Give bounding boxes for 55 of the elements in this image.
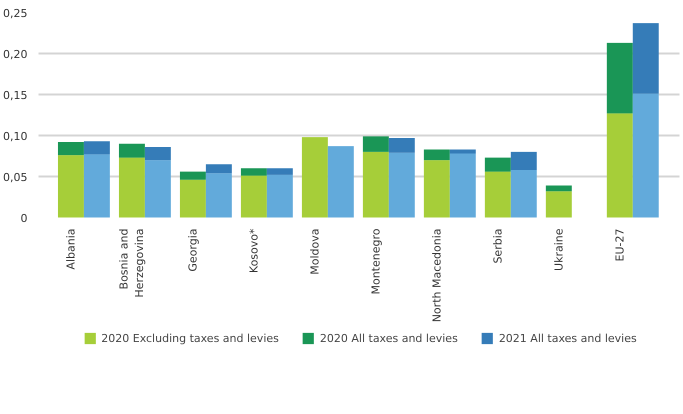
- bar: [362, 136, 389, 152]
- bar: [388, 152, 415, 218]
- bar: [546, 191, 572, 218]
- bar: [266, 174, 293, 218]
- bar: [450, 149, 476, 154]
- bar: [484, 172, 511, 218]
- bar: [510, 170, 537, 218]
- bar: [632, 23, 659, 94]
- bar: [546, 186, 572, 192]
- y-tick-label: 0,20: [3, 48, 28, 61]
- x-tick-label: North Macedonia: [430, 228, 444, 322]
- bar: [180, 180, 206, 218]
- bar: [144, 146, 171, 160]
- bar: [484, 158, 511, 172]
- bar: [632, 94, 659, 218]
- bar: [84, 154, 110, 218]
- y-tick-label: 0,10: [3, 130, 28, 143]
- bar: [206, 164, 232, 174]
- y-tick-label: 0,15: [3, 89, 28, 102]
- bar: [362, 152, 389, 218]
- bar: [180, 172, 206, 180]
- bar: [118, 158, 145, 218]
- legend-label: 2020 All taxes and levies: [320, 332, 458, 344]
- x-tick-label: Serbia: [491, 228, 504, 264]
- bar: [388, 138, 415, 153]
- bar: [606, 113, 633, 218]
- bar: [58, 155, 84, 218]
- bar: [510, 152, 537, 170]
- bar: [84, 141, 110, 154]
- x-tick-label: Bosnia and Herzegovina: [118, 228, 146, 298]
- legend-label: 2020 Excluding taxes and levies: [101, 332, 279, 344]
- bar: [266, 168, 293, 175]
- bar: [606, 42, 633, 114]
- bar: [424, 160, 450, 218]
- y-tick-label: 0,25: [3, 7, 28, 20]
- bar: [118, 144, 145, 158]
- x-tick-label: Ukraine: [552, 228, 566, 271]
- x-tick-label: Georgia: [186, 228, 200, 272]
- x-tick-label: Albania: [64, 228, 78, 270]
- bar: [144, 160, 171, 218]
- y-tick-label: 0,05: [3, 171, 28, 184]
- bar: [328, 146, 354, 218]
- x-tick-label: Montenegro: [369, 228, 382, 295]
- bar: [240, 168, 267, 176]
- bar: [206, 173, 232, 218]
- x-tick-label: Kosovo*: [247, 228, 260, 274]
- x-tick-label: EU-27: [613, 228, 626, 262]
- bar: [424, 149, 450, 160]
- y-tick-label: 0: [20, 212, 28, 225]
- x-tick-label: Moldova: [308, 228, 322, 275]
- bar: [302, 137, 328, 218]
- legend-label: 2021 All taxes and levies: [498, 332, 637, 344]
- bar: [450, 154, 476, 218]
- bar: [240, 176, 267, 218]
- bar: [58, 142, 84, 156]
